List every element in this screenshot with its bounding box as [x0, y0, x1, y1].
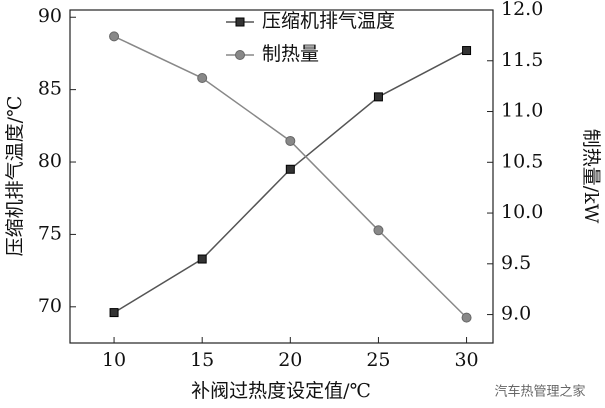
- data-point: [462, 46, 472, 56]
- data-point: [109, 31, 120, 42]
- x-tick-label: 10: [102, 349, 126, 371]
- data-point: [197, 73, 208, 84]
- y2-tick-label: 12.0: [501, 0, 543, 20]
- watermark: 汽车热管理之家: [494, 384, 585, 400]
- series-line: [113, 49, 467, 314]
- y2-tick-label: 10.0: [501, 201, 543, 223]
- data-point: [373, 92, 383, 102]
- x-tick-label: 30: [454, 349, 478, 371]
- x-tick-label: 20: [278, 349, 302, 371]
- data-point: [461, 312, 472, 323]
- x-tick-label: 15: [190, 349, 214, 371]
- y-tick-label: 70: [38, 295, 62, 317]
- y2-axis-label: 制热量/kW: [580, 129, 602, 224]
- y-tick-label: 80: [38, 150, 62, 172]
- y2-tick-label: 11.5: [501, 49, 543, 71]
- x-axis-label: 补阀过热度设定值/℃: [191, 380, 371, 402]
- data-point: [285, 164, 295, 174]
- y2-tick-label: 10.5: [501, 150, 543, 172]
- legend-label: 制热量: [262, 43, 319, 65]
- y-axis-label: 压缩机排气温度/℃: [4, 96, 26, 257]
- y-tick-label: 75: [38, 222, 62, 244]
- x-tick-label: 25: [366, 349, 390, 371]
- data-point: [109, 308, 119, 318]
- data-point: [373, 225, 384, 236]
- y-tick-label: 90: [38, 5, 62, 27]
- y2-tick-label: 9.5: [501, 252, 531, 274]
- data-point: [285, 135, 296, 146]
- plot-frame: [69, 9, 494, 344]
- y-tick-label: 85: [38, 78, 62, 100]
- y2-tick-label: 9.0: [501, 303, 531, 325]
- y2-tick-label: 11.0: [501, 100, 543, 122]
- data-point: [197, 254, 207, 264]
- legend-label: 压缩机排气温度: [262, 10, 395, 32]
- legend-marker: [235, 17, 245, 27]
- legend-marker: [235, 50, 245, 60]
